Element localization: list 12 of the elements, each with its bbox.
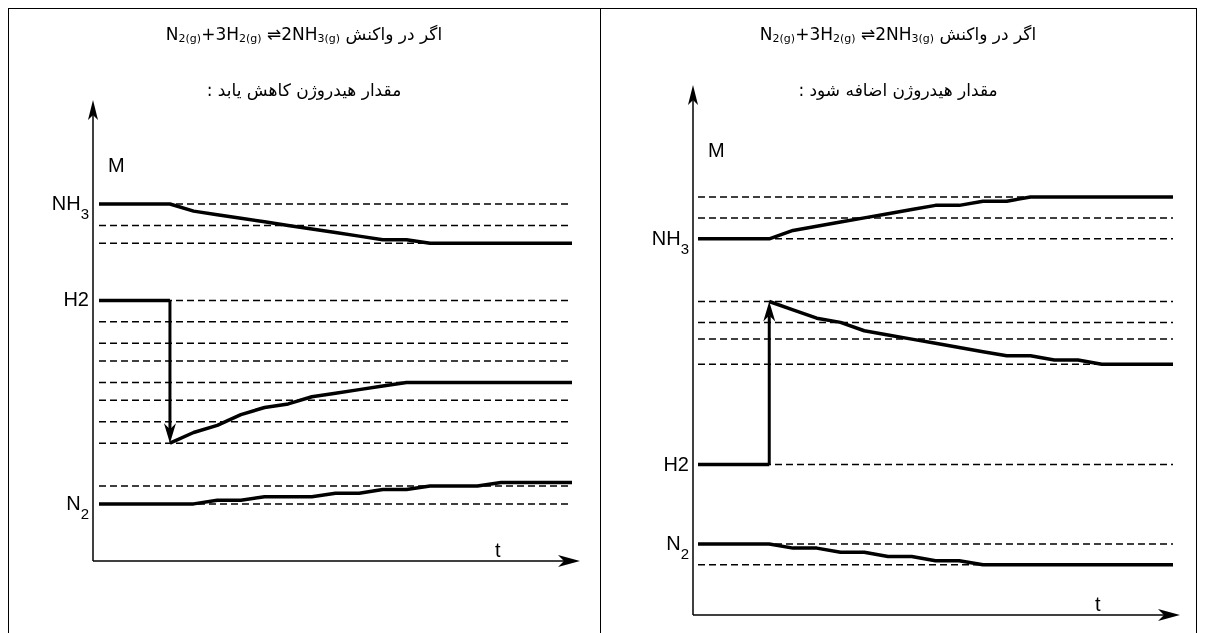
series-label: NH$_{3}$ [51, 192, 89, 222]
series-label: N$_{2}$ [66, 491, 89, 522]
chart-subtitle: مقدار هیدروژن اضافه شود : [797, 80, 999, 100]
x-axis-title: t [1095, 593, 1101, 615]
x-axis-title: t [495, 539, 501, 561]
series-label: H2 [663, 452, 689, 475]
y-axis-title: M [708, 139, 725, 161]
series-label: NH$_{3}$ [651, 226, 689, 257]
series-label: H2 [63, 288, 89, 311]
y-axis-title: M [108, 154, 125, 176]
chart-subtitle: مقدار هیدروژن کاهش یابد : [205, 80, 403, 100]
series-label: N$_{2}$ [666, 531, 689, 562]
